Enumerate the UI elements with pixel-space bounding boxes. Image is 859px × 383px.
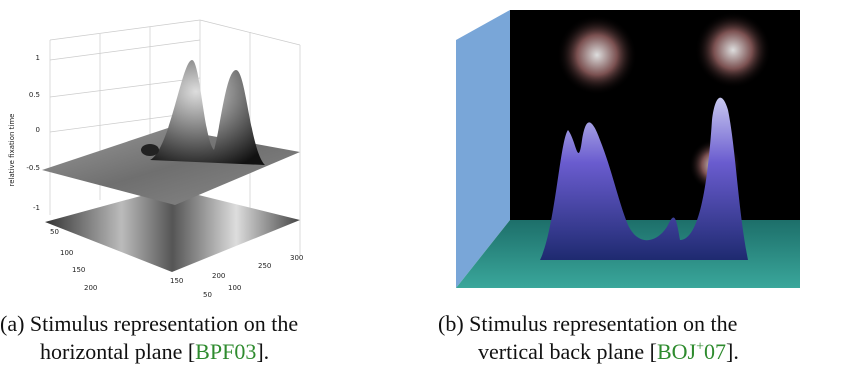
z-tick-label: -0.5 [26, 164, 40, 172]
x-tick-label: 100 [228, 284, 241, 292]
caption-text: Stimulus representation on the [469, 311, 737, 336]
citation-text: 07 [704, 339, 726, 364]
figure-art: 1 0.5 0 -0.5 -1 relative fixation time 50 100 15… [0, 0, 859, 305]
caption: (a) Stimulus representation on the horiz… [0, 310, 298, 366]
x-tick-label: 250 [258, 262, 271, 270]
caption-text: Stimulus representation on the [30, 311, 298, 336]
x-tick-label: 150 [170, 277, 183, 285]
z-tick-label: 1 [36, 54, 40, 62]
page: 1 0.5 0 -0.5 -1 relative fixation time 50 100 15… [0, 0, 859, 383]
citation-sup: + [696, 340, 704, 355]
z-axis-label: relative fixation time [8, 114, 16, 187]
citation[interactable]: BPF03 [195, 339, 256, 364]
fixation-dip [141, 144, 159, 156]
sub-label: (a) [0, 311, 24, 336]
fixation-peaks [150, 60, 265, 165]
caption-text: ]. [726, 339, 739, 364]
x-tick-label: 50 [203, 291, 212, 299]
citation-text: BOJ [657, 339, 696, 364]
image-patch [695, 12, 771, 88]
y-tick-label: 150 [72, 266, 85, 274]
caption: (b) Stimulus representation on the verti… [438, 310, 739, 366]
y-tick-label: 100 [60, 249, 73, 257]
citation[interactable]: BOJ+07 [657, 339, 726, 364]
caption-text: vertical back plane [ [478, 339, 657, 364]
sub-label: (b) [438, 311, 464, 336]
z-tick-label: 0.5 [29, 91, 40, 99]
caption-text: horizontal plane [ [40, 339, 195, 364]
x-tick-label: 200 [212, 272, 225, 280]
y-tick-label: 50 [50, 228, 59, 236]
y-tick-label: 200 [84, 284, 97, 292]
z-tick-label: 0 [36, 126, 40, 134]
x-tick-label: 300 [290, 254, 303, 262]
caption-text: ]. [256, 339, 269, 364]
z-tick-label: -1 [33, 204, 40, 212]
image-patch [557, 15, 637, 95]
